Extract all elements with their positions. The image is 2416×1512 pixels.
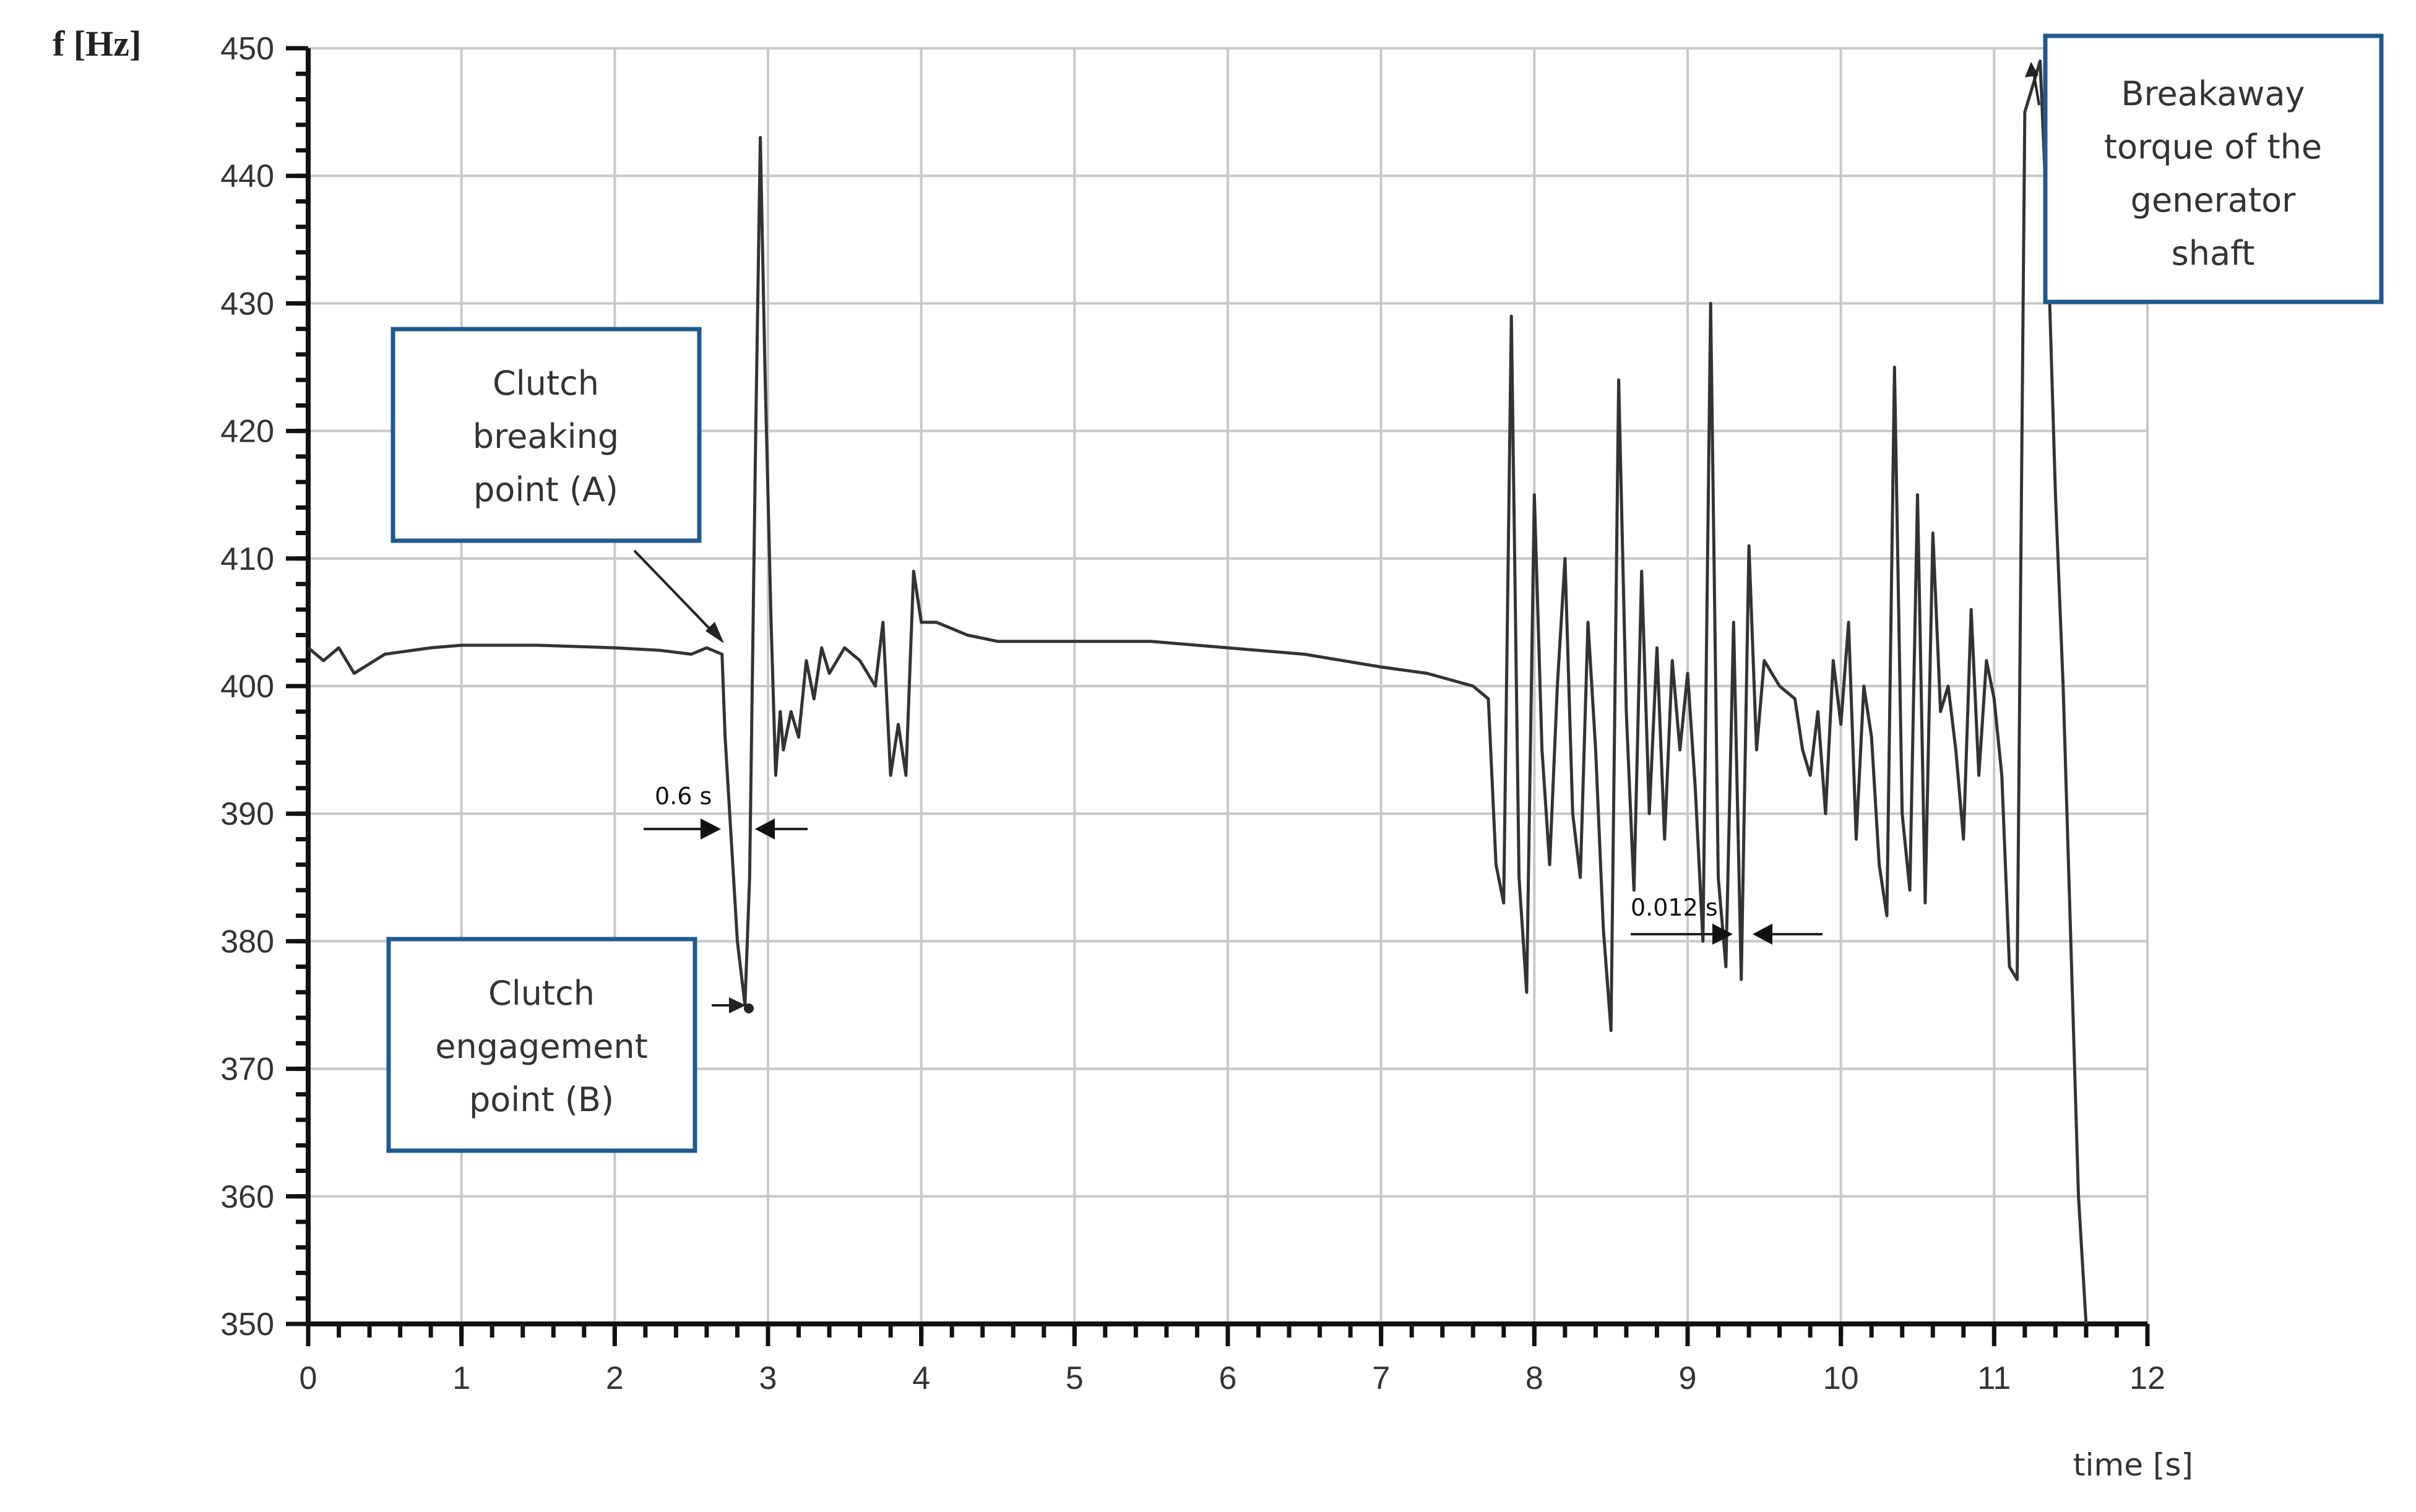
callout-breaking-line-2: breaking <box>473 417 619 456</box>
arrow-breaking-point <box>633 549 719 638</box>
callout-breakaway-line-1: Breakaway <box>2121 74 2305 113</box>
engagement-point-dot <box>744 1003 754 1013</box>
x-tick-label-1: 1 <box>452 1360 470 1396</box>
callout-engagement-line-2: engagement <box>435 1027 648 1066</box>
callout-breaking-line-3: point (A) <box>473 470 618 509</box>
x-tick-label-0: 0 <box>300 1360 317 1396</box>
series-line <box>307 59 2088 1325</box>
y-tick-label-420: 420 <box>220 414 274 450</box>
callout-breaking-point: Clutch breaking point (A) <box>390 327 702 543</box>
y-tick-label-450: 450 <box>220 31 274 67</box>
x-tick-label-2: 2 <box>606 1360 624 1396</box>
x-tick-label-11: 11 <box>1977 1360 2011 1396</box>
interval-0012-left-arrow <box>1712 924 1733 945</box>
x-tick-label-8: 8 <box>1525 1360 1543 1396</box>
x-tick-label-9: 9 <box>1679 1360 1697 1396</box>
y-tick-label-390: 390 <box>220 796 274 832</box>
x-tick-label-6: 6 <box>1219 1360 1237 1396</box>
tick-labels: 0 1 2 3 4 5 6 7 8 9 10 11 12350360370380390400410420… <box>220 31 2165 1396</box>
y-tick-label-360: 360 <box>220 1179 274 1215</box>
callout-engagement-line-3: point (B) <box>469 1080 614 1119</box>
ticks <box>286 46 2150 1346</box>
interval-0012-label: 0.012 s <box>1631 894 1718 921</box>
arrowhead-engagement-point <box>729 997 746 1013</box>
x-tick-label-3: 3 <box>759 1360 777 1396</box>
x-tick-label-10: 10 <box>1823 1360 1859 1396</box>
x-axis-title: time [s] <box>2073 1447 2193 1483</box>
interval-06-right-arrow <box>755 818 775 840</box>
x-tick-label-7: 7 <box>1372 1360 1390 1396</box>
y-tick-label-380: 380 <box>220 924 274 960</box>
x-tick-label-12: 12 <box>2129 1360 2165 1396</box>
y-tick-label-370: 370 <box>220 1052 274 1088</box>
callout-breakaway-torque: Breakaway torque of the generator shaft <box>2043 33 2384 304</box>
y-tick-label-400: 400 <box>220 669 274 705</box>
arrowhead-breaking-point <box>705 622 724 643</box>
callout-breakaway-box <box>2043 33 2384 304</box>
callout-breaking-point-box <box>390 327 702 543</box>
annotation-marks: 0.6 s 0.012 s <box>633 62 2040 1013</box>
y-tick-label-430: 430 <box>220 286 274 322</box>
callout-engagement-line-1: Clutch <box>488 974 595 1013</box>
callout-breakaway-line-2: torque of the <box>2104 127 2322 166</box>
interval-06-label: 0.6 s <box>655 783 712 810</box>
callout-breakaway-line-3: generator <box>2131 181 2296 220</box>
callout-breaking-line-1: Clutch <box>493 364 599 403</box>
y-tick-label-350: 350 <box>220 1307 274 1342</box>
interval-0012-right-arrow <box>1753 924 1772 945</box>
callout-breakaway-line-4: shaft <box>2172 234 2255 273</box>
x-tick-label-5: 5 <box>1066 1360 1084 1396</box>
y-tick-label-410: 410 <box>220 541 274 577</box>
arrowhead-breakaway <box>2025 62 2038 77</box>
callout-engagement-point-box <box>386 937 697 1153</box>
callout-engagement-point: Clutch engagement point (B) <box>386 937 697 1153</box>
y-tick-label-440: 440 <box>220 158 274 194</box>
interval-06-left-arrow <box>701 818 721 840</box>
y-axis-title: f [Hz] <box>53 24 141 64</box>
x-tick-label-4: 4 <box>912 1360 930 1396</box>
